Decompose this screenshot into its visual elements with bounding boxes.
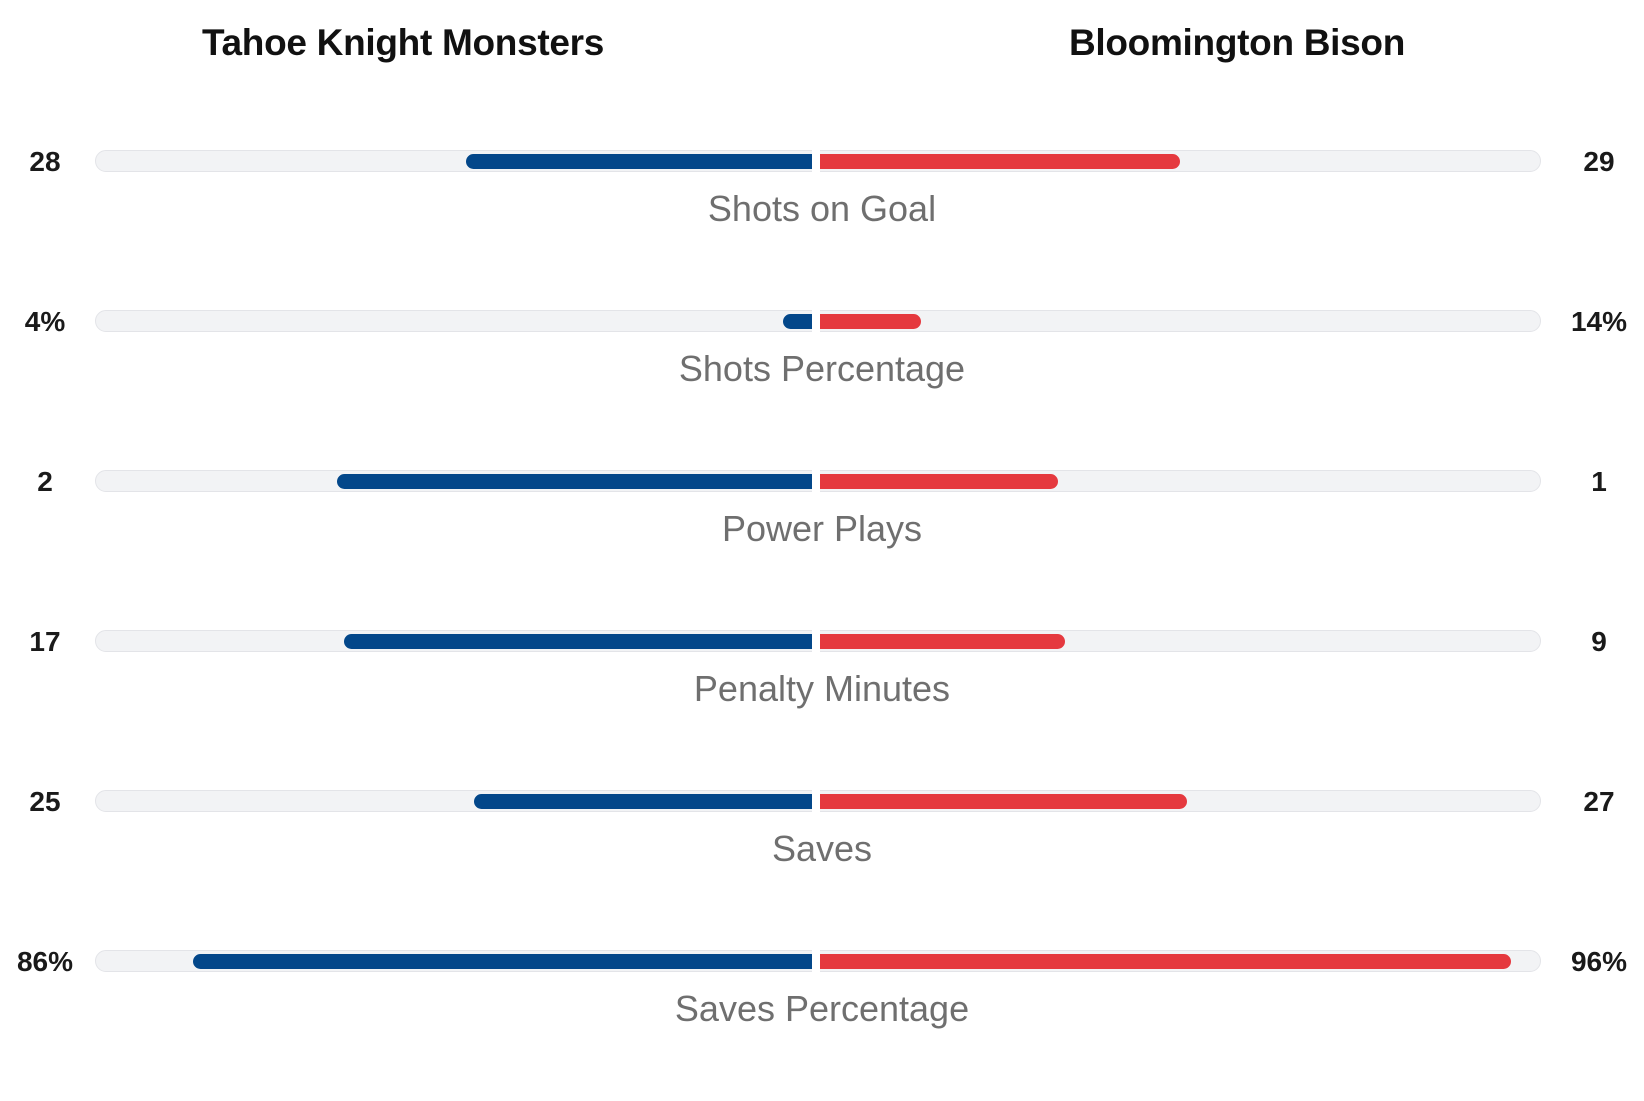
away-stat-value: 9 [1591, 626, 1607, 657]
away-bar [820, 314, 921, 329]
stat-label: Saves [771, 828, 873, 869]
team-name-away: Bloomington Bison [1068, 22, 1406, 63]
home-bar [466, 154, 812, 169]
stat-row: 17 9 Penalty Minutes [0, 620, 1644, 730]
stat-label: Penalty Minutes [693, 668, 951, 709]
stat-row: 25 27 Saves [0, 780, 1644, 890]
home-bar [344, 634, 812, 649]
center-divider [812, 308, 820, 334]
home-stat-value: 25 [29, 786, 61, 817]
home-stat-value: 17 [29, 626, 61, 657]
stat-label: Shots on Goal [707, 188, 937, 229]
center-divider [812, 788, 820, 814]
home-bar [474, 794, 812, 809]
away-bar [820, 954, 1511, 969]
home-stat-value: 28 [29, 146, 61, 177]
away-bar [820, 474, 1058, 489]
stat-label: Shots Percentage [678, 348, 966, 389]
center-divider [812, 948, 820, 974]
center-divider [812, 628, 820, 654]
away-stat-value: 1 [1591, 466, 1607, 497]
center-divider [812, 148, 820, 174]
away-stat-value: 29 [1583, 146, 1615, 177]
away-bar [820, 154, 1180, 169]
stat-row: 2 1 Power Plays [0, 460, 1644, 570]
home-bar [193, 954, 812, 969]
stat-label: Power Plays [721, 508, 923, 549]
stat-row: 4% 14% Shots Percentage [0, 300, 1644, 410]
away-stat-value: 96% [1570, 946, 1628, 977]
home-stat-value: 4% [24, 306, 66, 337]
home-bar [783, 314, 812, 329]
stat-label: Saves Percentage [674, 988, 970, 1029]
stat-row: 86% 96% Saves Percentage [0, 940, 1644, 1050]
center-divider [812, 468, 820, 494]
away-stat-value: 27 [1583, 786, 1615, 817]
home-bar [337, 474, 812, 489]
stat-row: 28 29 Shots on Goal [0, 140, 1644, 250]
team-name-home: Tahoe Knight Monsters [201, 22, 605, 63]
home-stat-value: 86% [16, 946, 74, 977]
away-stat-value: 14% [1570, 306, 1628, 337]
away-bar [820, 794, 1187, 809]
away-bar [820, 634, 1065, 649]
home-stat-value: 2 [37, 466, 53, 497]
